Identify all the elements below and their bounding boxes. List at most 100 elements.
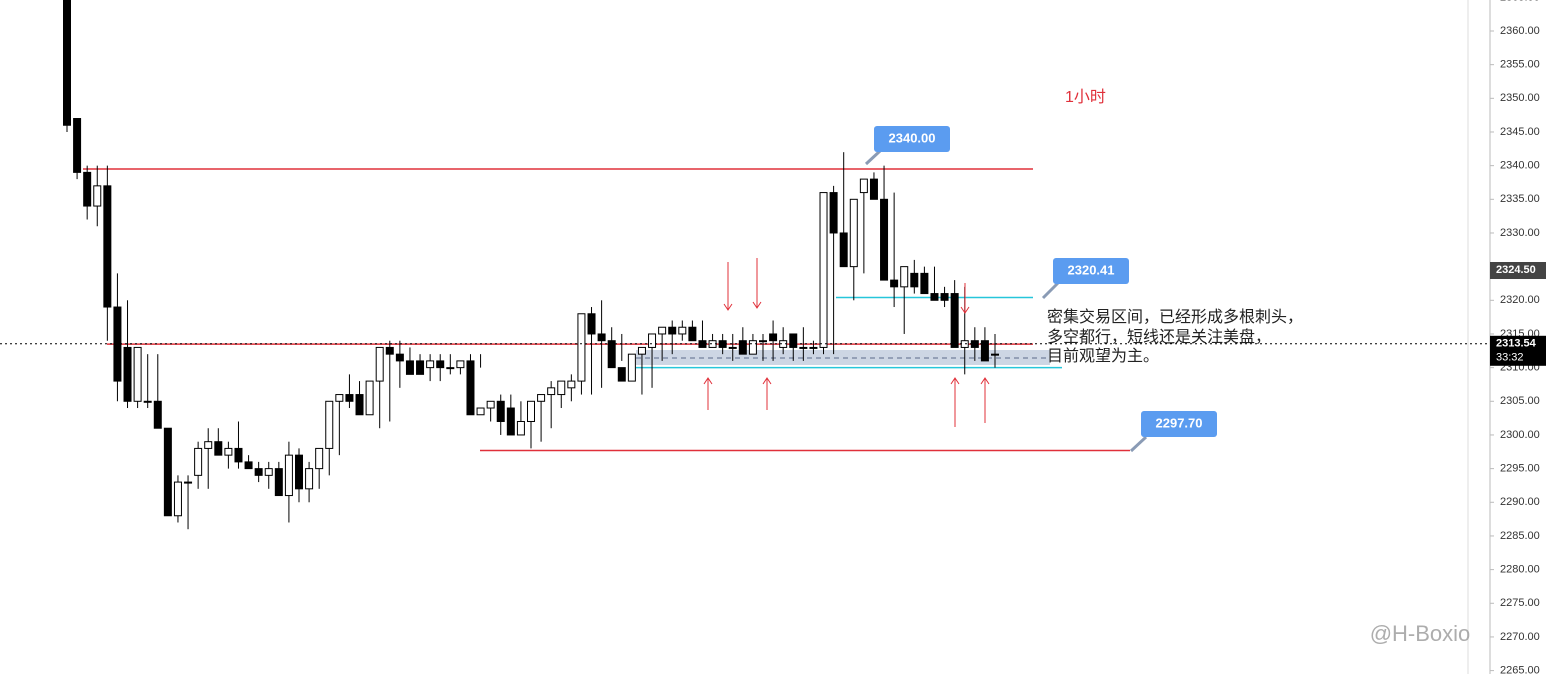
y-tick-label: 2295.00	[1500, 463, 1540, 475]
note-line: 目前观望为主。	[1047, 347, 1159, 365]
candle-body	[335, 394, 344, 402]
candle-body	[597, 333, 606, 342]
candle-body	[234, 447, 243, 463]
candle-body	[93, 185, 102, 207]
y-tick-label: 2360.00	[1500, 25, 1540, 37]
candle-body	[627, 353, 636, 382]
candle-body	[547, 387, 556, 396]
candle-body	[617, 367, 626, 382]
y-tick-label: 2270.00	[1500, 631, 1540, 643]
y-tick-label: 2355.00	[1500, 59, 1540, 71]
y-tick-label: 2285.00	[1500, 530, 1540, 542]
candle-body	[527, 400, 535, 422]
candle-body	[880, 198, 889, 281]
candle-body	[173, 481, 182, 517]
candle-body	[426, 360, 435, 369]
candle-body	[486, 400, 495, 409]
callout: 2320.41	[1041, 258, 1129, 300]
candle-body	[73, 118, 82, 173]
candle-body	[799, 346, 808, 349]
candle-body	[63, 0, 71, 126]
candle-body	[103, 185, 112, 308]
candle-body	[476, 407, 485, 416]
arrow-up	[980, 377, 990, 423]
candle-body	[769, 333, 778, 342]
candle-body	[274, 468, 283, 497]
y-tick-label: 2290.00	[1500, 496, 1540, 508]
candle-body	[668, 326, 677, 335]
callout-label: 2320.41	[1068, 262, 1115, 277]
callout: 2340.00	[864, 126, 950, 166]
candle-body	[537, 394, 546, 402]
candle-body	[819, 192, 828, 348]
candle-body	[365, 380, 374, 416]
candle-body	[557, 380, 566, 396]
candle-body	[991, 353, 999, 356]
arrow-down	[752, 258, 762, 309]
y-tick-label: 2280.00	[1500, 564, 1540, 576]
candle-body	[123, 346, 132, 402]
candle-body	[658, 326, 667, 335]
candle-body	[325, 400, 334, 449]
callout: 2297.70	[1129, 411, 1217, 453]
callout-pointer	[1041, 281, 1060, 300]
candle-body	[385, 346, 394, 355]
candle-body	[910, 272, 919, 288]
candle-body	[900, 266, 909, 288]
arrows	[703, 258, 990, 427]
candle-body	[849, 198, 858, 268]
candle-body	[567, 380, 576, 389]
callout-label: 2297.70	[1156, 415, 1203, 430]
note-line: 密集交易区间，已经形成多根刺头，	[1047, 308, 1303, 326]
candle-body	[345, 394, 354, 402]
candle-body	[859, 178, 868, 194]
candle-body	[466, 360, 475, 416]
arrow-down	[723, 262, 733, 311]
note-line: 多空都行，短线还是关注美盘，	[1047, 327, 1271, 346]
countdown-label: 33:32	[1496, 352, 1524, 364]
candle-body	[436, 360, 445, 369]
arrow-up	[762, 377, 772, 410]
y-tick-label: 2275.00	[1500, 597, 1540, 609]
crosshair-price-label: 2324.50	[1496, 264, 1536, 276]
candle-body	[728, 346, 737, 349]
candle-body	[113, 306, 122, 382]
callout-box	[874, 126, 950, 152]
candle-body	[637, 346, 646, 355]
candle-body	[244, 461, 253, 470]
candle-body	[970, 340, 979, 348]
crosshair-price-box	[1490, 262, 1546, 280]
candle-body	[204, 441, 213, 449]
candle-body	[930, 293, 939, 301]
candle-body	[456, 360, 465, 369]
candle-body	[446, 367, 455, 370]
callout-pointer	[1129, 435, 1148, 453]
candle-body	[809, 346, 818, 349]
candle-body	[416, 360, 425, 375]
candle-body	[648, 333, 657, 348]
candle-body	[395, 353, 404, 362]
candle-body	[264, 468, 273, 476]
watermark: @H-Boxio	[1370, 621, 1471, 646]
candle-body	[678, 326, 687, 335]
candle-body	[194, 447, 203, 476]
candle-body	[869, 178, 878, 200]
candle-body	[960, 340, 969, 348]
candle-body	[738, 340, 747, 355]
last-price-label: 2313.54	[1496, 338, 1537, 350]
candle-body	[516, 420, 525, 436]
candle-body	[214, 441, 223, 456]
y-tick-label: 2335.00	[1500, 193, 1540, 205]
callout-box	[1053, 258, 1129, 284]
y-tick-label: 2350.00	[1500, 92, 1540, 104]
candle-body	[577, 313, 586, 382]
callout-pointer	[864, 149, 882, 166]
y-tick-label: 2340.00	[1500, 160, 1540, 172]
y-tick-label: 2320.00	[1500, 294, 1540, 306]
candle-body	[920, 272, 929, 295]
y-tick-label: 2345.00	[1500, 126, 1540, 138]
candle-body	[980, 340, 989, 362]
arrow-up	[703, 377, 713, 410]
candle-body	[607, 340, 616, 369]
